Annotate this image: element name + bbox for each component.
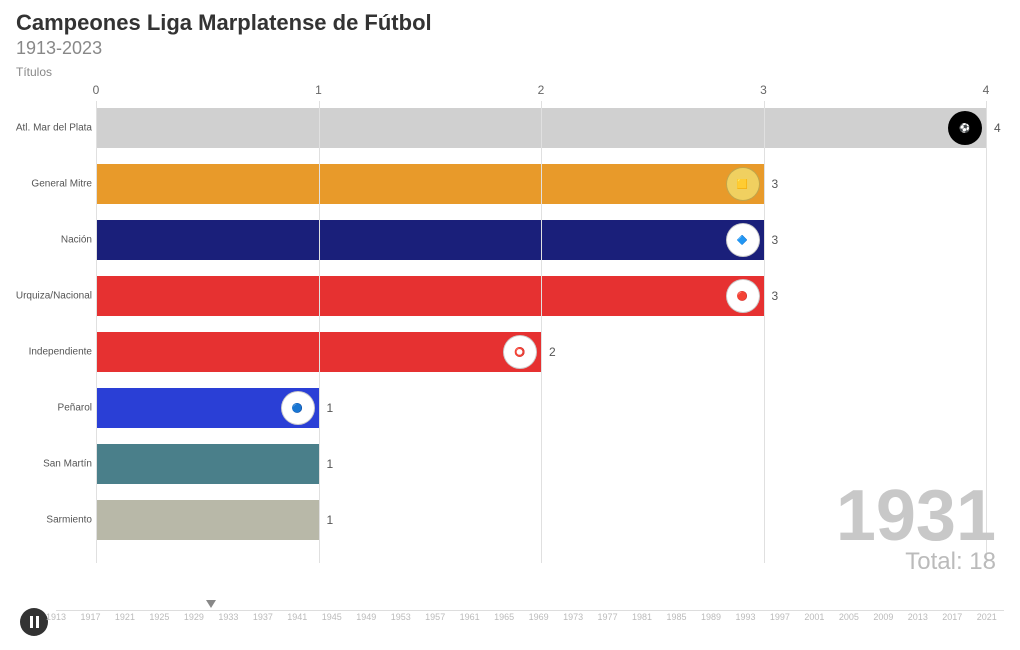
- total-label: Total:: [905, 548, 962, 575]
- team-badge-icon: 🟨: [726, 167, 760, 201]
- timeline-tick: 1993: [735, 612, 755, 622]
- xaxis-tick: 0: [93, 83, 100, 97]
- timeline-tick: 1973: [563, 612, 583, 622]
- bar-value: 2: [549, 345, 556, 359]
- gridline: [96, 101, 97, 563]
- play-pause-button[interactable]: [20, 608, 48, 636]
- gridline: [541, 101, 542, 563]
- timeline-tick: 1913: [46, 612, 66, 622]
- year-display: 1931 Total: 18: [836, 480, 996, 576]
- bar: 🔵1: [96, 388, 319, 428]
- timeline-marker[interactable]: [206, 600, 216, 608]
- team-badge-icon: 🔴: [726, 279, 760, 313]
- bar-value: 1: [327, 513, 334, 527]
- bar-label: San Martín: [14, 459, 92, 470]
- chart-subtitle: 1913-2023: [16, 38, 1004, 59]
- bar: 🔴3: [96, 276, 764, 316]
- timeline-tick: 1957: [425, 612, 445, 622]
- current-year: 1931: [836, 480, 996, 552]
- bar: 🔷3: [96, 220, 764, 260]
- timeline-tick: 1933: [218, 612, 238, 622]
- timeline-tick: 1977: [598, 612, 618, 622]
- xaxis-tick: 3: [760, 83, 767, 97]
- timeline-tick: 1917: [80, 612, 100, 622]
- timeline-tick: 1945: [322, 612, 342, 622]
- yaxis-label: Títulos: [16, 65, 1004, 79]
- bar: 1: [96, 444, 319, 484]
- bar: 🟨3: [96, 164, 764, 204]
- timeline-tick: 1961: [460, 612, 480, 622]
- timeline-tick: 1953: [391, 612, 411, 622]
- timeline-tick: 1921: [115, 612, 135, 622]
- timeline-tick: 1937: [253, 612, 273, 622]
- team-badge-icon: ⭕: [503, 335, 537, 369]
- timeline-tick: 1989: [701, 612, 721, 622]
- bar-value: 1: [327, 457, 334, 471]
- team-badge-icon: 🔵: [281, 391, 315, 425]
- bar-label: Sarmiento: [14, 515, 92, 526]
- bar-value: 3: [772, 233, 779, 247]
- xaxis-tick: 1: [315, 83, 322, 97]
- timeline-tick: 1997: [770, 612, 790, 622]
- gridline: [319, 101, 320, 563]
- timeline-tick: 2013: [908, 612, 928, 622]
- timeline-tick: 1985: [666, 612, 686, 622]
- timeline-tick: 1949: [356, 612, 376, 622]
- total-value: 18: [969, 548, 996, 575]
- bar-label: Independiente: [14, 347, 92, 358]
- xaxis-tick: 4: [983, 83, 990, 97]
- bar-label: Urquiza/Nacional: [14, 291, 92, 302]
- bar-label: General Mitre: [14, 179, 92, 190]
- timeline-tick: 1925: [149, 612, 169, 622]
- timeline-tick: 2021: [977, 612, 997, 622]
- bar: 1: [96, 500, 319, 540]
- timeline-tick: 2001: [804, 612, 824, 622]
- pause-icon: [30, 616, 39, 628]
- timeline-tick: 2005: [839, 612, 859, 622]
- bar-label: Peñarol: [14, 403, 92, 414]
- bar-value: 3: [772, 177, 779, 191]
- timeline-tick: 2009: [873, 612, 893, 622]
- chart-title: Campeones Liga Marplatense de Fútbol: [16, 10, 1004, 36]
- bar-value: 4: [994, 121, 1001, 135]
- team-badge-icon: 🔷: [726, 223, 760, 257]
- timeline-tick: 1981: [632, 612, 652, 622]
- timeline-tick: 2017: [942, 612, 962, 622]
- xaxis-tick: 2: [538, 83, 545, 97]
- timeline-tick: 1941: [287, 612, 307, 622]
- timeline-track: [56, 610, 1004, 611]
- gridline: [764, 101, 765, 563]
- timeline-tick: 1929: [184, 612, 204, 622]
- team-badge-icon: ⚽: [948, 111, 982, 145]
- timeline-tick: 1969: [529, 612, 549, 622]
- bar-value: 3: [772, 289, 779, 303]
- timeline-tick: 1965: [494, 612, 514, 622]
- timeline[interactable]: 1913191719211925192919331937194119451949…: [56, 602, 1004, 632]
- bar-value: 1: [327, 401, 334, 415]
- bar-label: Atl. Mar del Plata: [14, 123, 92, 134]
- bar-label: Nación: [14, 235, 92, 246]
